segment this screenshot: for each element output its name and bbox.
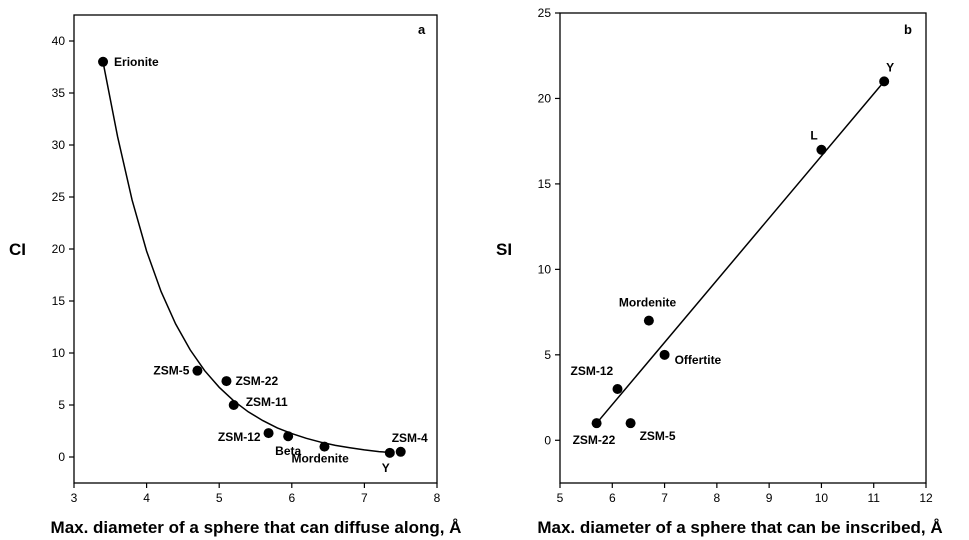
panel-a-label-zsm-5: ZSM-5 (153, 364, 189, 378)
panel-a-point-beta (283, 431, 294, 442)
panel-b-label-zsm-5: ZSM-5 (640, 429, 676, 443)
panel-b-plot-frame (559, 12, 927, 484)
panel-a-point-zsm-22 (221, 376, 232, 387)
panel-a-y-tick-label: 30 (52, 138, 66, 152)
panel-b-x-tick-label: 10 (815, 491, 829, 505)
panel-a-plot-frame (73, 14, 438, 484)
panel-a-y-tick-label: 20 (52, 242, 66, 256)
panel-a-point-zsm-4 (395, 446, 406, 457)
panel-b-point-l (816, 144, 827, 155)
panel-a-axes: 3 4 5 6 7 8 0 5 10 15 20 25 30 35 40 (52, 34, 441, 505)
panel-b-y-tick-label: 0 (544, 433, 551, 447)
panel-b-x-tick-label: 7 (661, 491, 668, 505)
panel-b-x-tick-label: 9 (766, 491, 773, 505)
panel-a-points (98, 56, 406, 458)
panel-b-point-mordenite (643, 315, 654, 326)
panel-a-x-axis-title: Max. diameter of a sphere that can diffu… (51, 518, 462, 537)
panel-b-y-tick-label: 5 (544, 348, 551, 362)
panel-a-label-zsm-4: ZSM-4 (392, 431, 428, 445)
panel-b-y-axis-title: SI (496, 240, 512, 259)
panel-b-chart: 5 6 7 8 9 10 11 12 0 5 10 15 20 25 Y L Mordenite Offerti… (496, 6, 943, 537)
panel-b-point-labels: Y L Mordenite Offertite ZSM-12 ZSM-22 ZSM-5 (571, 60, 895, 447)
panel-b-label-offertite: Offertite (675, 353, 722, 367)
panel-a-x-tick-label: 7 (361, 491, 368, 505)
panel-b-points (591, 76, 890, 429)
panel-a-point-erionite (98, 56, 109, 67)
panel-b-y-tick-label: 10 (538, 262, 552, 276)
panel-b-label-mordenite: Mordenite (619, 296, 677, 310)
panel-a-x-tick-label: 4 (143, 491, 150, 505)
panel-a-point-zsm-11 (228, 400, 239, 410)
panel-a-y-tick-label: 15 (52, 294, 66, 308)
panel-b-fit-line (596, 80, 885, 424)
panel-a-x-tick-label: 5 (216, 491, 223, 505)
panel-a-y-tick-label: 40 (52, 34, 66, 48)
panel-a-label-beta: Beta (275, 444, 301, 458)
panel-a-point-labels: Erionite ZSM-5 ZSM-22 ZSM-11 ZSM-12 BetaMorde… (114, 55, 428, 475)
panel-a-x-tick-label: 3 (71, 491, 78, 505)
panel-a-label-y: Y (382, 461, 390, 475)
panel-a-label-zsm-11: ZSM-11 (246, 395, 288, 409)
panel-b-axes: 5 6 7 8 9 10 11 12 0 5 10 15 20 25 (538, 6, 933, 505)
panel-a-point-zsm-12 (263, 428, 274, 439)
panel-a-y-axis-title: CI (9, 240, 26, 259)
panel-b-letter: b (904, 22, 912, 37)
panel-b-x-tick-label: 5 (557, 491, 564, 505)
panel-b-point-y (879, 76, 890, 87)
panel-b-point-offertite (659, 349, 670, 360)
panel-a-point-y (384, 447, 395, 458)
panel-a-x-tick-label: 6 (288, 491, 295, 505)
panel-b-point-zsm-12 (612, 384, 623, 394)
panel-b-label-l: L (810, 129, 817, 143)
panel-b-y-tick-label: 25 (538, 6, 552, 20)
panel-a-y-tick-label: 0 (58, 450, 65, 464)
panel-b-point-zsm-5 (625, 418, 636, 429)
panel-a-point-mordenite (319, 441, 330, 452)
panel-a-y-tick-label: 10 (52, 346, 66, 360)
panel-b-x-axis-title: Max. diameter of a sphere that can be in… (537, 518, 942, 537)
panel-b-x-tick-label: 11 (867, 491, 880, 505)
panel-b-label-zsm-12: ZSM-12 (571, 364, 614, 378)
panel-a-fit-curve (102, 61, 394, 454)
panel-a-y-tick-label: 35 (52, 86, 66, 100)
panel-b-x-tick-label: 6 (609, 491, 616, 505)
panel-a-chart: 3 4 5 6 7 8 0 5 10 15 20 25 30 35 40 Erionite ZSM-5 ZSM-… (9, 14, 462, 537)
panel-b-x-tick-label: 8 (714, 491, 721, 505)
panel-a-y-tick-label: 5 (58, 398, 65, 412)
panel-b-point-zsm-22 (591, 418, 602, 429)
panel-a-point-zsm-5 (192, 365, 203, 376)
panel-b-y-tick-label: 15 (538, 177, 552, 191)
panel-a-label-erionite: Erionite (114, 55, 159, 69)
panel-b-label-zsm-22: ZSM-22 (573, 433, 616, 447)
panel-a-label-mordenite: Mordenite (291, 452, 349, 466)
panel-b-label-y: Y (886, 60, 894, 74)
panel-b-x-tick-label: 12 (919, 491, 933, 505)
panel-a-label-zsm-22: ZSM-22 (235, 374, 278, 388)
panel-a-x-tick-label: 8 (434, 491, 441, 505)
panel-a-label-zsm-12: ZSM-12 (218, 430, 261, 444)
panel-b-y-tick-label: 20 (538, 91, 552, 105)
panel-a-letter: a (418, 22, 426, 37)
panel-a-y-tick-label: 25 (52, 190, 66, 204)
